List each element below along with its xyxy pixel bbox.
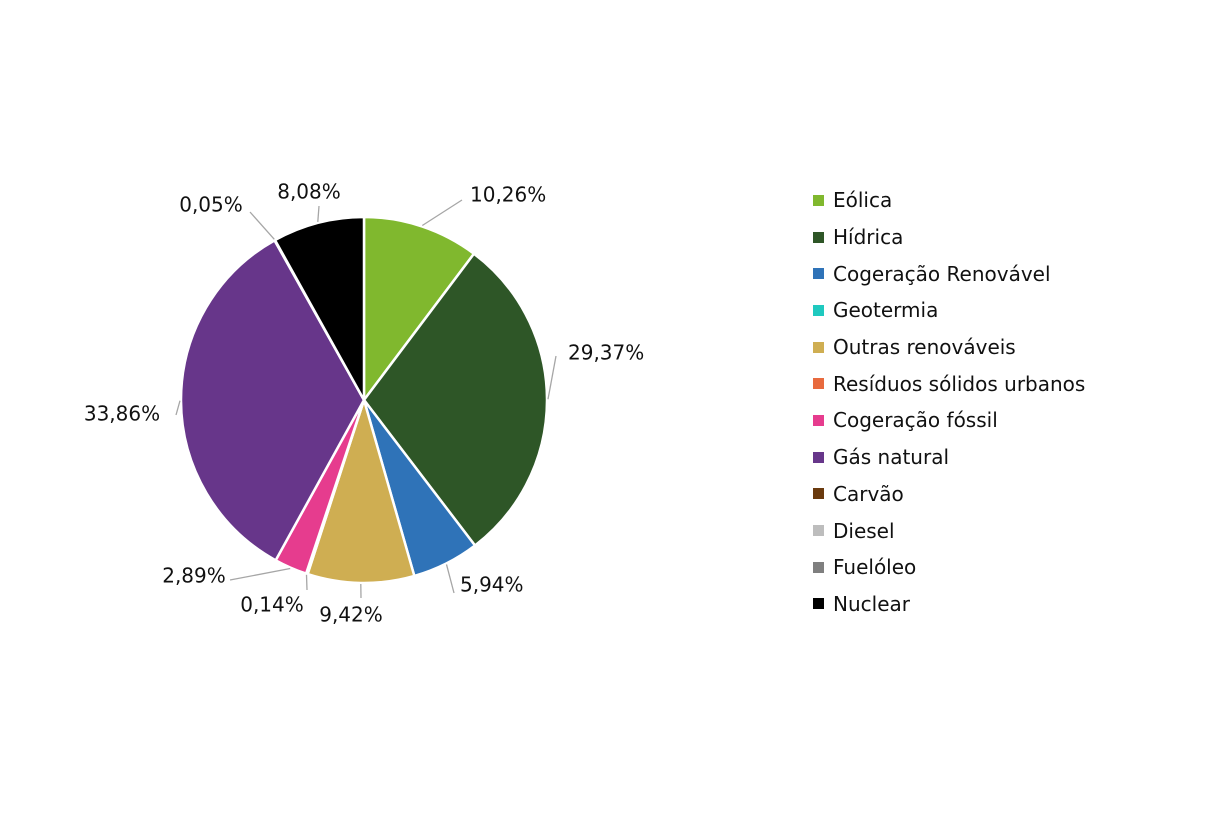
legend-label: Hídrica (833, 225, 904, 250)
legend-item-carvao: Carvão (813, 476, 1085, 513)
legend-label: Diesel (833, 518, 895, 543)
data-label-hidrica: 29,37% (568, 341, 644, 365)
leader-line-fueloleo (249, 211, 275, 240)
legend-label: Outras renováveis (833, 335, 1016, 360)
data-label-outras-renovaveis: 9,42% (319, 603, 383, 627)
legend-label: Carvão (833, 481, 904, 506)
legend-swatch-cogeracao-fossil (813, 414, 824, 426)
legend-item-cogeracao-fossil: Cogeração fóssil (813, 402, 1085, 439)
legend-item-eolica: Eólica (813, 182, 1085, 219)
legend-item-geotermia: Geotermia (813, 292, 1085, 329)
legend-swatch-diesel (813, 525, 824, 537)
leader-line-nuclear (317, 205, 320, 222)
legend-swatch-cogeracao-renovavel (813, 268, 824, 280)
leader-line-gas-natural (175, 400, 181, 416)
legend-label: Cogeração Renovável (833, 261, 1051, 286)
data-label-fueloleo: 0,05% (179, 193, 243, 217)
chart-legend: Eólica Hídrica Cogeração Renovável Geotermi… (813, 182, 1085, 622)
legend-item-gas-natural: Gás natural (813, 439, 1085, 476)
data-label-nuclear: 8,08% (277, 180, 341, 204)
legend-label: Eólica (833, 188, 893, 213)
data-labels: 10,26% 29,37% 5,94% 9,42% 0,14% 2,89% 33,86% 0,… (84, 180, 644, 627)
legend-item-diesel: Diesel (813, 512, 1085, 549)
data-label-cogeracao-renovavel: 5,94% (460, 573, 524, 597)
legend-swatch-fueloleo (813, 561, 824, 573)
leader-line-residuos-solidos-urbanos (305, 574, 308, 591)
legend-item-outras-renovaveis: Outras renováveis (813, 329, 1085, 366)
leader-line-cogeracao-fossil (229, 567, 291, 581)
legend-label: Resíduos sólidos urbanos (833, 371, 1086, 396)
legend-swatch-residuos-solidos-urbanos (813, 378, 824, 390)
slice-outras-renovaveis (306, 398, 416, 585)
legend-swatch-hidrica (813, 231, 824, 243)
legend-label: Gás natural (833, 445, 950, 470)
leader-lines (175, 199, 557, 599)
legend-label: Nuclear (833, 591, 910, 616)
legend-label: Geotermia (833, 298, 939, 323)
leader-line-hidrica (547, 355, 557, 400)
data-label-residuos-solidos-urbanos: 0,14% (240, 593, 304, 617)
legend-swatch-gas-natural (813, 451, 824, 463)
slice-hidrica (362, 252, 549, 547)
legend-label: Cogeração fóssil (833, 408, 998, 433)
legend-item-hidrica: Hídrica (813, 219, 1085, 256)
legend-swatch-carvao (813, 488, 824, 500)
legend-swatch-eolica (813, 194, 824, 206)
data-label-cogeracao-fossil: 2,89% (162, 564, 226, 588)
legend-label: Fuelóleo (833, 555, 917, 580)
legend-item-nuclear: Nuclear (813, 586, 1085, 623)
legend-swatch-nuclear (813, 598, 824, 610)
leader-line-cogeracao-renovavel (445, 564, 455, 594)
legend-item-fueloleo: Fuelóleo (813, 549, 1085, 586)
legend-swatch-geotermia (813, 304, 824, 316)
slice-nuclear (273, 215, 366, 402)
leader-line-eolica (421, 199, 463, 227)
data-label-gas-natural: 33,86% (84, 402, 160, 426)
slice-eolica (362, 215, 476, 402)
legend-swatch-outras-renovaveis (813, 341, 824, 353)
pie-slices (179, 215, 549, 585)
legend-item-residuos-solidos-urbanos: Resíduos sólidos urbanos (813, 365, 1085, 402)
legend-item-cogeracao-renovavel: Cogeração Renovável (813, 255, 1085, 292)
data-label-eolica: 10,26% (470, 183, 546, 207)
